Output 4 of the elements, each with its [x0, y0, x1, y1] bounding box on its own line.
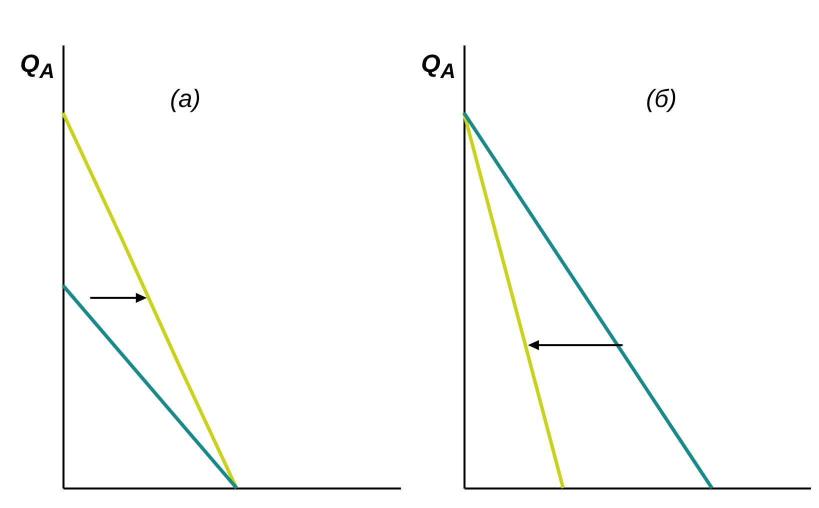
chart-title: (а)	[170, 85, 201, 114]
chart-title: (б)	[646, 85, 677, 114]
y-axis-title: Q$_{A}$	[421, 50, 456, 84]
y-axis-title: Q$_{A}$	[20, 50, 54, 84]
